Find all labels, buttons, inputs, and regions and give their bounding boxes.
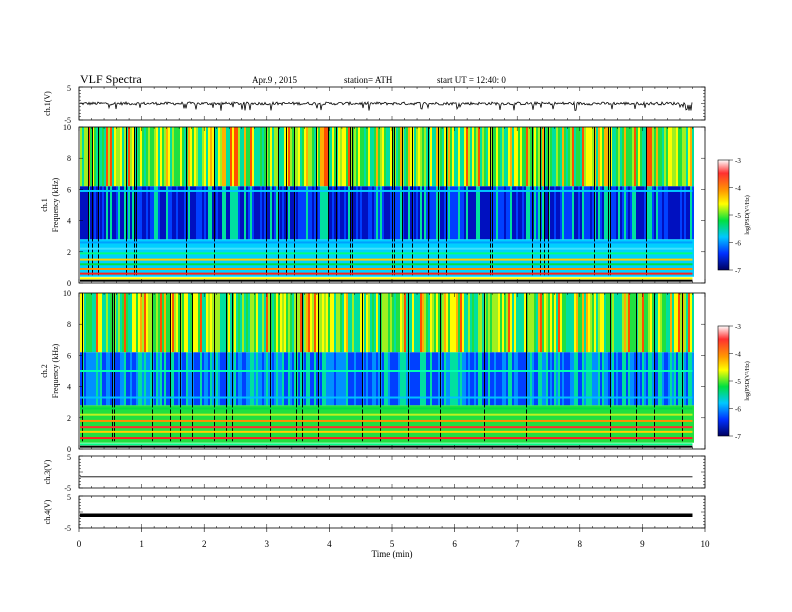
tone-band [80, 370, 693, 372]
colorbar-label: log(PSD(V²/Hz) [744, 361, 751, 400]
tone-band [80, 396, 693, 399]
ch1-colorbar: -3 -4 -5 -6 -7 log(PSD(V²/Hz) [717, 157, 751, 275]
y-tick-label: 0 [67, 279, 71, 288]
panel-frame [78, 455, 706, 489]
y-tick-label: -5 [64, 484, 71, 493]
colorbar-tick-label: -3 [735, 323, 741, 331]
y-tick-label: 6 [67, 185, 71, 194]
tone-band [80, 241, 693, 244]
y-axis-label: ch.3(V) [43, 459, 52, 484]
y-tick-label: 2 [67, 414, 71, 423]
y-tick-label: 10 [63, 289, 71, 298]
ch1-spectrogram-panel: 0 2 4 6 8 10 ch.1 Frequency (kHz) [40, 123, 706, 288]
x-tick-label: 7 [515, 539, 520, 549]
tone-band [80, 419, 693, 422]
y-tick-label: 10 [63, 123, 71, 132]
x-tick-label: 0 [77, 539, 82, 549]
y-tick-label: 5 [67, 493, 71, 502]
x-tick-label: 6 [452, 539, 457, 549]
x-tick-label: 1 [139, 539, 144, 549]
station-label: station= ATH [344, 75, 393, 85]
x-tick-label: 2 [202, 539, 207, 549]
tone-band [80, 426, 693, 429]
panel-frame [78, 495, 706, 529]
colorbar-tick-label: -5 [735, 212, 741, 220]
colorbar-tick-label: -6 [735, 406, 741, 414]
tone-band [80, 437, 693, 440]
y-axis-label: Frequency (kHz) [51, 343, 60, 398]
tone-band [80, 247, 693, 250]
ch2-spectrogram-panel: 0 2 4 6 8 10 ch.2 Frequency (kHz) [40, 289, 706, 454]
y-tick-label: 4 [67, 217, 71, 226]
x-tick-label: 10 [701, 539, 711, 549]
y-tick-label: 6 [67, 351, 71, 360]
tone-band [80, 277, 693, 280]
ch1-waveform-line [79, 100, 693, 112]
tone-band [80, 445, 693, 448]
colorbar-tick-label: -6 [735, 240, 741, 248]
date-label: Apr.9 , 2015 [252, 75, 298, 85]
ch3-waveform-panel: 5 -5 ch.3(V) [43, 453, 706, 493]
y-tick-label: 2 [67, 248, 71, 257]
y-tick-label: 8 [67, 320, 71, 329]
tone-band [80, 189, 693, 192]
tone-band [80, 272, 693, 275]
colorbar-tick-label: -5 [735, 378, 741, 386]
y-tick-label: 4 [67, 383, 71, 392]
tone-band [80, 279, 693, 282]
tone-band [80, 407, 693, 410]
y-tick-label: 8 [67, 154, 71, 163]
tone-band [80, 258, 693, 261]
spectrogram-cells [80, 293, 694, 448]
colorbar-tick-label: -3 [735, 157, 741, 165]
colorbar-tick-label: -4 [735, 185, 741, 193]
ch1-waveform-panel: 5 -5 ch.1(V) [43, 84, 706, 125]
start-time-label: start UT = 12:40: 0 [437, 75, 506, 85]
y-tick-label: 5 [67, 453, 71, 462]
time-axis: 0 1 2 3 4 5 6 7 8 9 10 [77, 528, 710, 549]
channel-label: ch.1 [40, 198, 49, 212]
y-tick-label: -5 [64, 524, 71, 533]
x-tick-label: 3 [265, 539, 270, 549]
colorbar-label: log(PSD(V²/Hz) [744, 195, 751, 234]
spectrogram-cells [80, 127, 694, 282]
y-axis-label: ch.4(V) [43, 499, 52, 524]
y-tick-label: -5 [64, 116, 71, 125]
tone-band [80, 430, 693, 433]
x-tick-label: 4 [327, 539, 332, 549]
tone-band [80, 252, 693, 255]
colorbar-tick-label: -4 [735, 351, 741, 359]
tone-band [80, 413, 693, 416]
channel-label: ch.2 [40, 364, 49, 378]
y-tick-label: 0 [67, 445, 71, 454]
tone-band [80, 267, 693, 270]
tone-band [80, 443, 693, 446]
x-tick-label: 8 [578, 539, 583, 549]
y-axis-label: Frequency (kHz) [51, 177, 60, 232]
x-tick-label: 5 [390, 539, 395, 549]
colorbar-tick-label: -7 [735, 433, 741, 441]
y-axis-label: ch.1(V) [43, 91, 52, 116]
chart-title: VLF Spectra [80, 72, 142, 86]
x-axis-label: Time (min) [372, 549, 413, 559]
y-tick-label: 5 [67, 84, 71, 93]
x-tick-label: 9 [640, 539, 645, 549]
tone-band [80, 263, 693, 266]
ch4-waveform-panel: 5 -5 ch.4(V) [43, 493, 706, 533]
colorbar-tick-label: -7 [735, 267, 741, 275]
ch2-colorbar: -3 -4 -5 -6 -7 log(PSD(V²/Hz) [717, 323, 751, 441]
